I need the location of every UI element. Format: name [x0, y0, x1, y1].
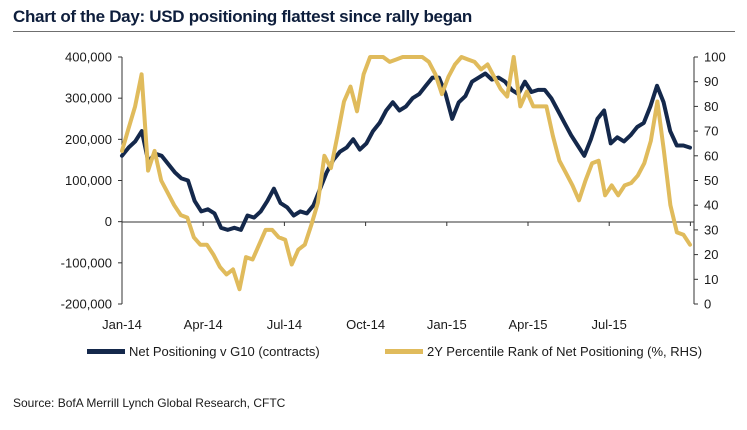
- source-note: Source: BofA Merrill Lynch Global Resear…: [13, 396, 286, 410]
- left-tick-label: 200,000: [65, 132, 112, 147]
- right-tick-label: 60: [704, 148, 718, 163]
- chart-title: Chart of the Day: USD positioning flatte…: [13, 7, 473, 26]
- series-line-net-positioning: [120, 71, 692, 232]
- right-tick-label: 100: [704, 50, 726, 65]
- left-tick-label: -100,000: [61, 255, 112, 270]
- right-tick-label: 70: [704, 124, 718, 139]
- x-tick-label: Jan-15: [427, 317, 467, 332]
- left-tick-label: 300,000: [65, 91, 112, 106]
- left-tick-label: 0: [105, 214, 112, 229]
- legend-item-percentile-rank: 2Y Percentile Rank of Net Positioning (%…: [385, 344, 702, 359]
- left-tick-label: -200,000: [61, 297, 112, 312]
- right-tick-label: 30: [704, 222, 718, 237]
- line-chart: 400,000 300,000 200,000 100,000 0 -100,000 -20…: [61, 50, 726, 333]
- legend-swatch-net-positioning: [87, 349, 125, 354]
- x-tick-label: Apr-15: [508, 317, 547, 332]
- legend: Net Positioning v G10 (contracts) 2Y Per…: [0, 344, 747, 366]
- right-tick-label: 80: [704, 99, 718, 114]
- x-tick-label: Jul-14: [267, 317, 302, 332]
- right-tick-label: 10: [704, 272, 718, 287]
- x-tick-label: Jan-14: [102, 317, 142, 332]
- legend-label-percentile-rank: 2Y Percentile Rank of Net Positioning (%…: [427, 344, 703, 359]
- left-tick-label: 100,000: [65, 173, 112, 188]
- right-tick-label: 20: [704, 247, 718, 262]
- series-line-percentile-rank: [120, 55, 692, 292]
- legend-label-net-positioning: Net Positioning v G10 (contracts): [129, 344, 320, 359]
- x-tick-label: Apr-14: [184, 317, 223, 332]
- x-tick-label: Jul-15: [591, 317, 626, 332]
- title-divider: [13, 31, 735, 32]
- left-tick-label: 400,000: [65, 50, 112, 65]
- x-tick-label: Oct-14: [346, 317, 385, 332]
- right-tick-label: 40: [704, 198, 718, 213]
- right-tick-label: 0: [704, 297, 711, 312]
- right-tick-label: 90: [704, 74, 718, 89]
- right-tick-label: 50: [704, 173, 718, 188]
- legend-item-net-positioning: Net Positioning v G10 (contracts): [87, 344, 320, 359]
- legend-swatch-percentile-rank: [385, 349, 423, 354]
